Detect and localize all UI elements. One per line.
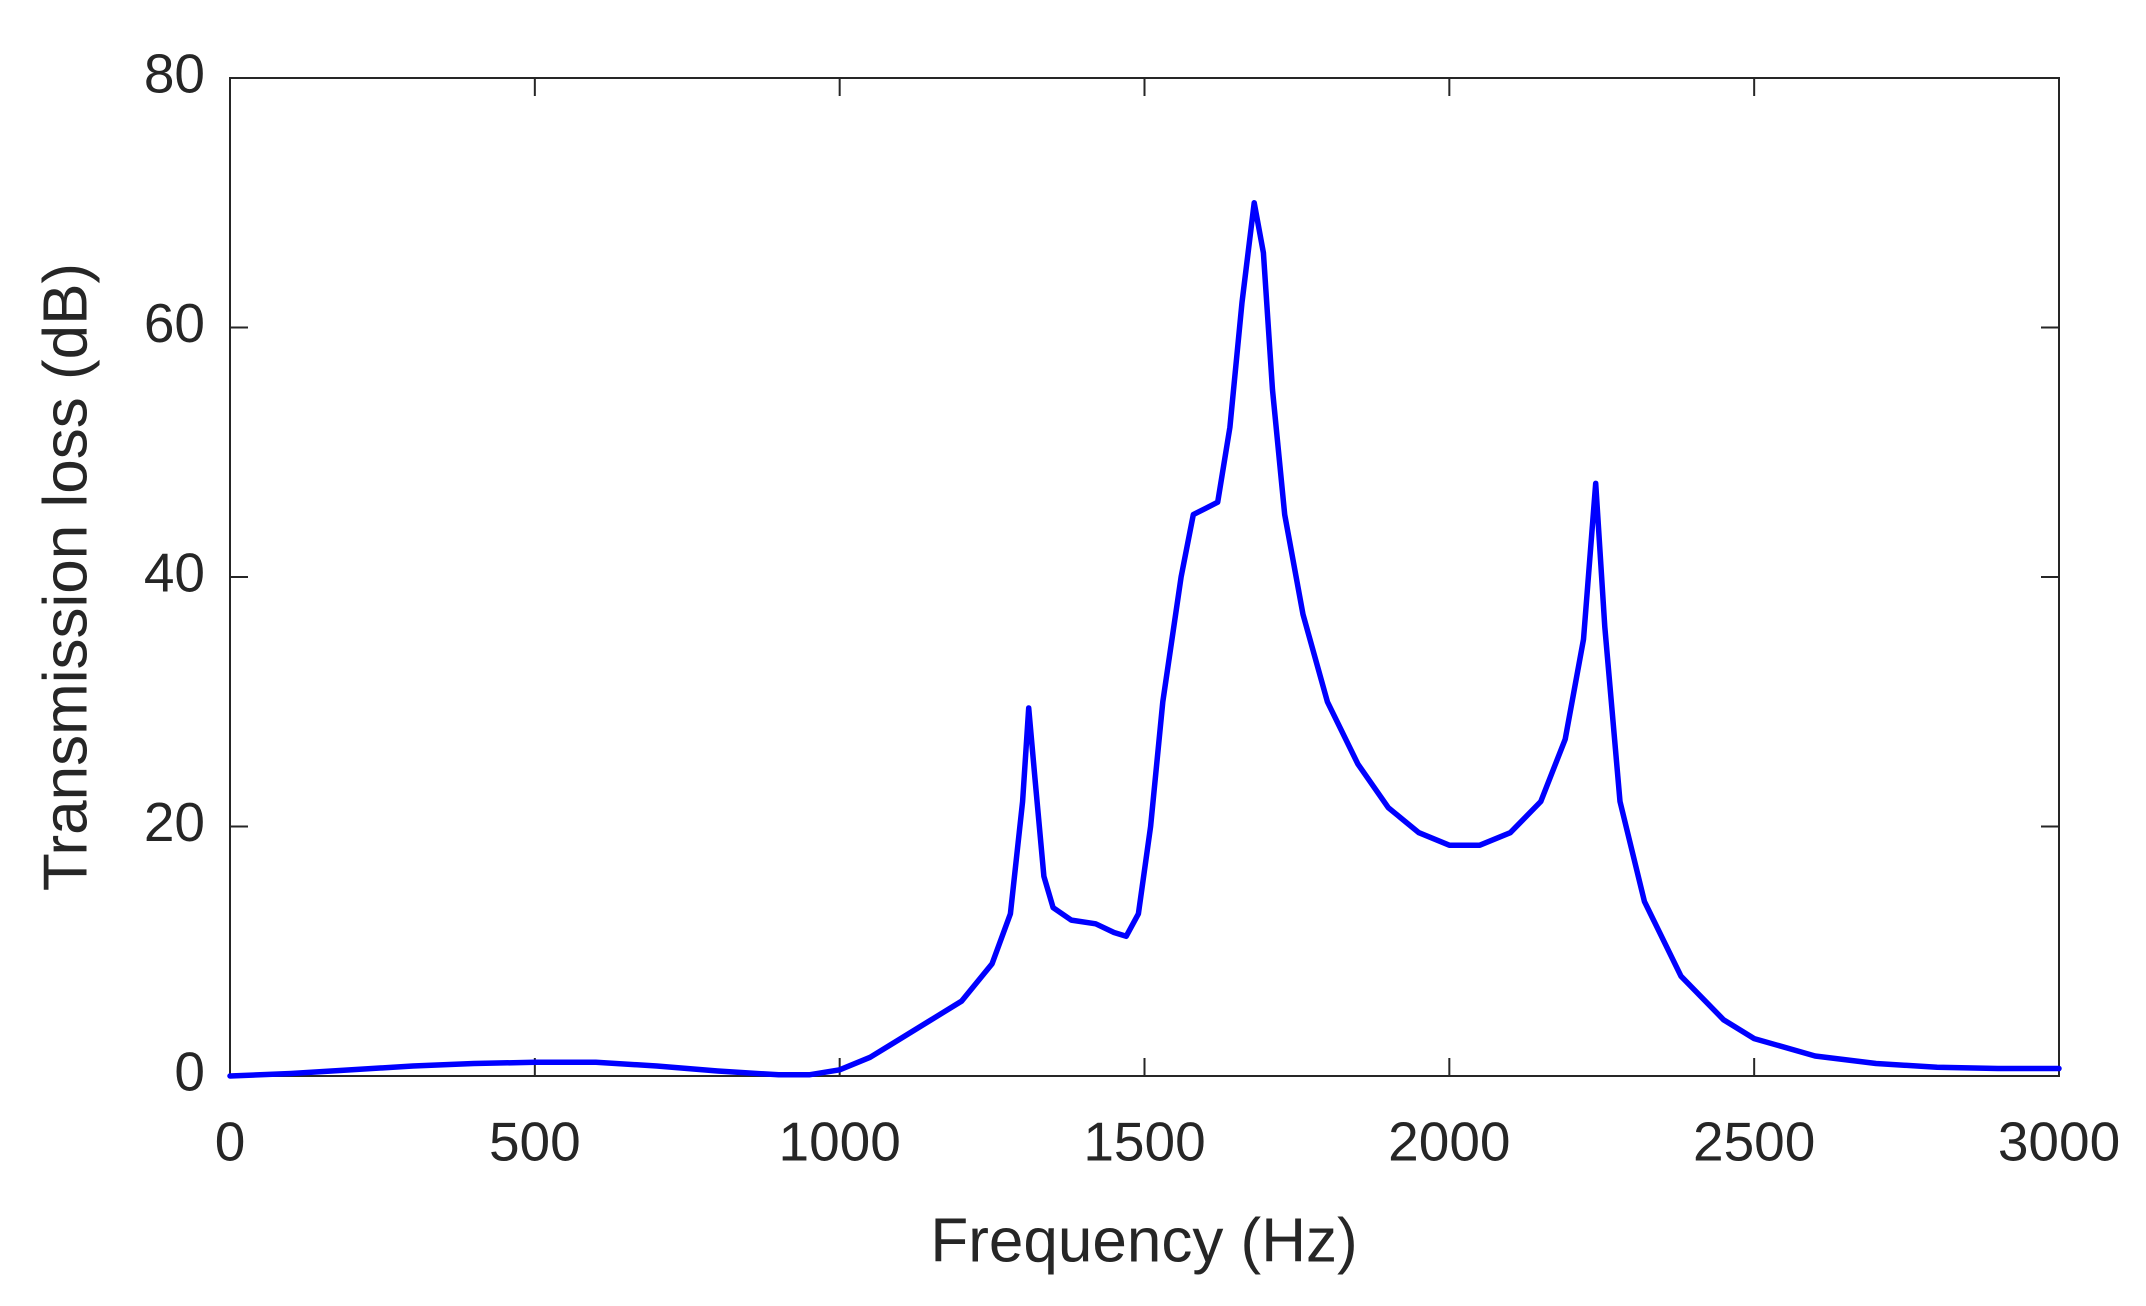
x-tick-label: 1500 xyxy=(1083,1111,1205,1173)
y-tick-label: 80 xyxy=(144,43,205,105)
y-axis-label: Transmission loss (dB) xyxy=(31,263,100,891)
x-axis-label: Frequency (Hz) xyxy=(930,1206,1357,1275)
data-line xyxy=(227,200,2062,1079)
y-tick-label: 20 xyxy=(144,791,205,853)
y-tick-label: 60 xyxy=(144,292,205,354)
y-tick-label: 40 xyxy=(144,542,205,604)
x-tick-label: 500 xyxy=(489,1111,581,1173)
x-tick-label: 3000 xyxy=(1998,1111,2120,1173)
x-tick-label: 0 xyxy=(215,1111,246,1173)
plot-frame xyxy=(229,77,2060,1077)
x-tick-label: 1000 xyxy=(778,1111,900,1173)
y-tick-label: 0 xyxy=(174,1041,205,1103)
x-tick-label: 2000 xyxy=(1388,1111,1510,1173)
x-tick-label: 2500 xyxy=(1693,1111,1815,1173)
